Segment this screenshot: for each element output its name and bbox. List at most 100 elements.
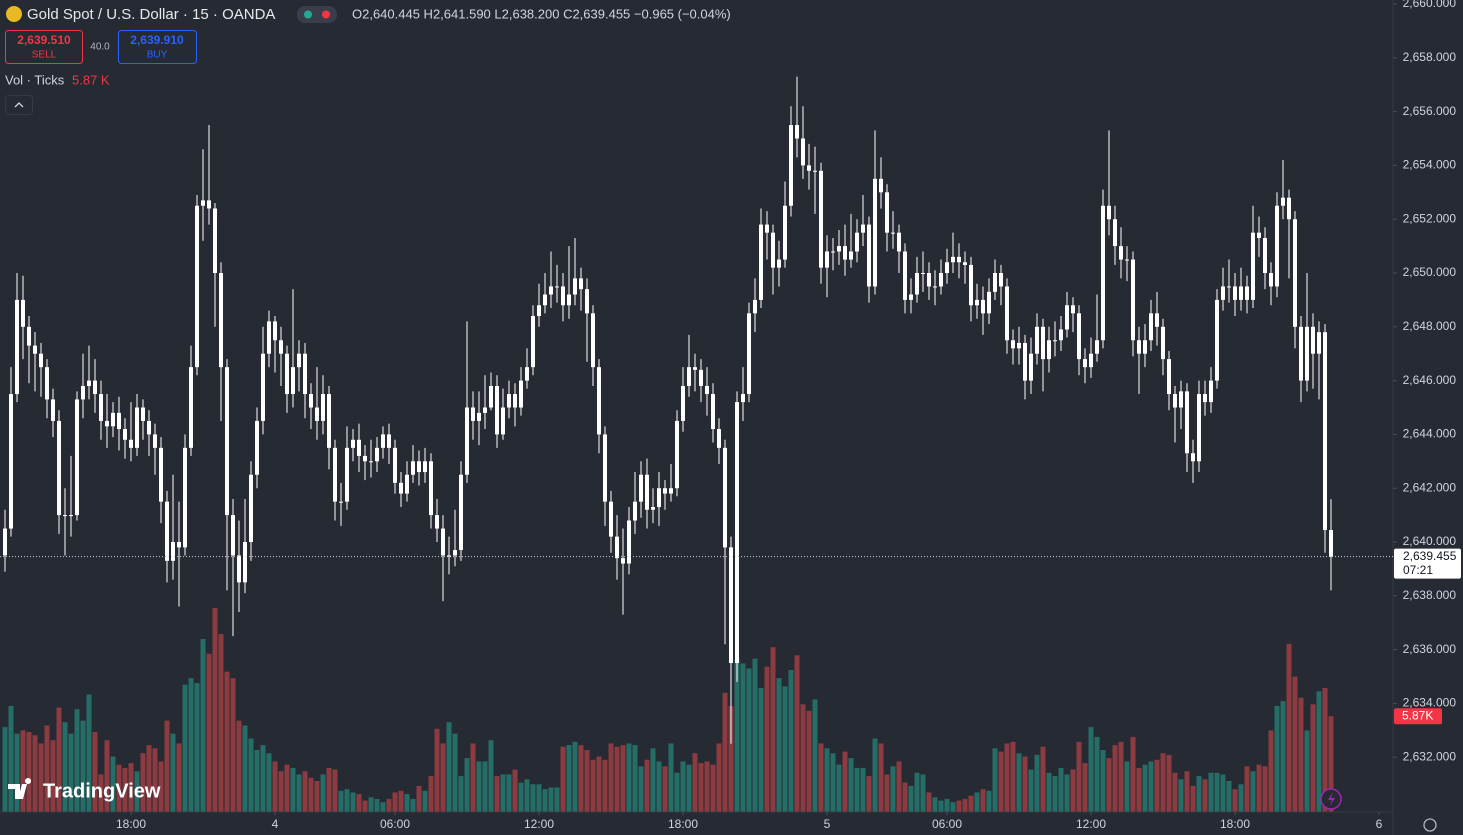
candle-body — [525, 367, 529, 381]
buy-price[interactable]: 2,639.910 — [130, 33, 184, 47]
candle-body — [303, 353, 307, 395]
candle-body — [1221, 286, 1225, 300]
candle-body — [753, 299, 757, 314]
volume-bar — [194, 683, 200, 812]
volume-bar — [578, 745, 584, 812]
volume-bar — [1274, 705, 1280, 812]
volume-bar — [356, 794, 362, 812]
candle-body — [441, 528, 445, 556]
candle-body — [309, 394, 313, 408]
volume-bar — [1040, 746, 1046, 812]
candle-body — [57, 420, 61, 516]
candle-body — [1173, 394, 1177, 408]
buy-button[interactable] — [118, 30, 197, 64]
logo-mark — [8, 778, 32, 799]
y-tick-label: 2,636.000 — [1403, 642, 1457, 656]
candle-body — [675, 420, 679, 489]
candle-layer — [3, 76, 1333, 744]
candle-body — [1131, 259, 1135, 341]
collapse-button[interactable] — [5, 95, 33, 115]
candle-body — [597, 367, 601, 435]
volume-bar — [446, 722, 452, 812]
volume-bar — [902, 782, 908, 812]
volume-bar — [362, 800, 368, 812]
candle-body — [1077, 313, 1081, 360]
x-tick-label: 12:00 — [524, 817, 554, 831]
candle-body — [1209, 380, 1213, 403]
volume-bar — [1232, 789, 1238, 812]
volume-bar — [452, 733, 458, 812]
candle-body — [207, 200, 211, 209]
status-toggle[interactable] — [297, 6, 337, 23]
volume-bar — [872, 738, 878, 812]
candle-body — [345, 447, 349, 502]
candle-body — [1281, 197, 1285, 206]
candle-body — [225, 367, 229, 516]
x-tick-label: 5 — [824, 817, 831, 831]
candle-body — [243, 542, 247, 583]
candle-body — [453, 550, 457, 556]
volume-bar — [974, 792, 980, 812]
sell-price[interactable]: 2,639.510 — [17, 33, 71, 47]
volume-bar — [1322, 687, 1328, 812]
volume-bar — [1262, 766, 1268, 812]
candle-body — [855, 232, 859, 252]
volume-bar — [830, 753, 836, 812]
y-tick-label: 2,654.000 — [1403, 158, 1457, 172]
volume-bar — [266, 753, 272, 812]
volume-bar — [1106, 758, 1112, 812]
volume-bar — [206, 653, 212, 812]
candle-body — [573, 278, 577, 295]
volume-bar — [110, 756, 116, 812]
candle-body — [1155, 313, 1159, 327]
volume-bar — [686, 764, 692, 812]
candle-body — [705, 385, 709, 395]
candle-body — [399, 482, 403, 494]
volume-bar — [1010, 741, 1016, 812]
candle-body — [219, 273, 223, 368]
volume-bar — [1070, 769, 1076, 812]
candle-body — [117, 412, 121, 430]
volume-bar — [608, 743, 614, 812]
candle-body — [465, 407, 469, 475]
settings-button[interactable] — [1423, 818, 1437, 832]
candle-body — [1053, 340, 1057, 342]
volume-bar — [386, 798, 392, 812]
symbol-icon[interactable] — [6, 6, 22, 22]
candle-body — [423, 461, 427, 473]
candle-body — [1011, 340, 1015, 349]
candle-body — [603, 434, 607, 502]
volume-bar — [200, 639, 206, 812]
volume-bar — [1310, 704, 1316, 812]
volume-bar — [422, 790, 428, 812]
y-tick-label: 2,638.000 — [1403, 588, 1457, 602]
volume-bar — [1058, 767, 1064, 812]
volume-bar — [416, 785, 422, 812]
symbol-title[interactable]: Gold Spot / U.S. Dollar · 15 · OANDA — [27, 6, 275, 23]
candle-body — [663, 488, 667, 494]
candle-body — [993, 273, 997, 292]
volume-bar — [1196, 776, 1202, 812]
candle-body — [975, 299, 979, 306]
volume-bar — [656, 761, 662, 812]
volume-bar — [74, 709, 80, 812]
candle-body — [381, 434, 385, 448]
volume-bar — [1028, 769, 1034, 812]
volume-bar — [770, 647, 776, 812]
volume-bar — [638, 766, 644, 812]
candle-body — [195, 205, 199, 368]
sell-label[interactable]: SELL — [32, 50, 57, 61]
candle-body — [819, 170, 823, 268]
sell-button[interactable] — [5, 30, 83, 64]
candle-body — [321, 394, 325, 421]
volume-bar — [368, 797, 374, 812]
buy-label[interactable]: BUY — [147, 50, 168, 61]
volume-bar — [632, 745, 638, 812]
candle-body — [681, 385, 685, 421]
volume-bar — [1100, 749, 1106, 812]
volume-bar — [122, 767, 128, 812]
volume-bar — [842, 751, 848, 812]
volume-bar — [242, 725, 248, 812]
candle-body — [267, 321, 271, 354]
candle-body — [315, 407, 319, 421]
